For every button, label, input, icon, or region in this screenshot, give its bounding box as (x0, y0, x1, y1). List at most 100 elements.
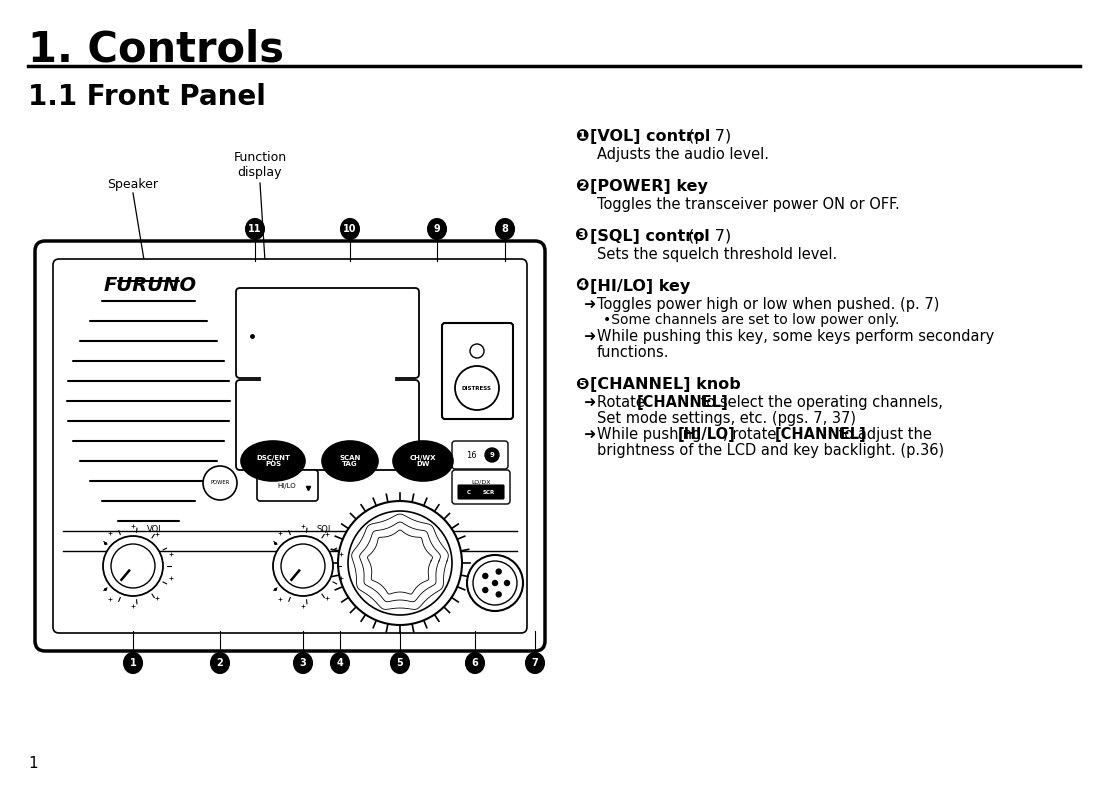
Text: VOL: VOL (146, 525, 164, 534)
Text: to adjust the: to adjust the (833, 427, 932, 442)
Circle shape (483, 573, 488, 578)
Circle shape (496, 592, 501, 597)
Text: 8: 8 (502, 224, 509, 234)
Text: functions.: functions. (596, 345, 669, 360)
Ellipse shape (294, 653, 312, 673)
Circle shape (338, 501, 462, 625)
Text: , rotate: , rotate (724, 427, 781, 442)
FancyBboxPatch shape (452, 470, 510, 504)
Text: POWER: POWER (211, 480, 229, 486)
Text: While pushing this key, some keys perform secondary: While pushing this key, some keys perfor… (596, 329, 994, 344)
Text: SQL: SQL (317, 525, 334, 534)
Text: 9: 9 (433, 224, 440, 234)
Text: 1: 1 (28, 756, 38, 771)
Text: [CHANNEL]: [CHANNEL] (774, 427, 866, 442)
Circle shape (348, 511, 452, 615)
Text: 3: 3 (299, 658, 307, 668)
Ellipse shape (496, 219, 514, 239)
Text: 9: 9 (490, 452, 494, 458)
Ellipse shape (391, 653, 409, 673)
Ellipse shape (322, 441, 378, 481)
Text: DSC/ENT: DSC/ENT (256, 455, 290, 460)
Text: 10: 10 (343, 224, 357, 234)
FancyBboxPatch shape (236, 288, 419, 378)
FancyBboxPatch shape (35, 241, 545, 651)
Ellipse shape (211, 653, 229, 673)
Text: [SQL] control: [SQL] control (589, 229, 710, 244)
Text: ❷: ❷ (575, 179, 588, 194)
Text: While pushing: While pushing (596, 427, 706, 442)
Text: SCAN: SCAN (339, 455, 361, 460)
Ellipse shape (331, 653, 349, 673)
FancyBboxPatch shape (442, 323, 513, 419)
Circle shape (455, 366, 499, 410)
Text: (p. 7): (p. 7) (683, 129, 731, 144)
Ellipse shape (428, 219, 447, 239)
Text: TAG: TAG (342, 461, 358, 467)
Ellipse shape (341, 219, 359, 239)
Text: ➜: ➜ (583, 329, 595, 344)
Text: DISTRESS: DISTRESS (462, 385, 492, 391)
Text: POS: POS (265, 461, 281, 467)
Text: 7: 7 (532, 658, 538, 668)
Text: ➜: ➜ (583, 297, 595, 312)
Text: Speaker: Speaker (107, 178, 158, 191)
Text: 16: 16 (465, 451, 476, 460)
Text: SCR: SCR (483, 490, 495, 494)
Circle shape (111, 544, 155, 588)
Text: DW: DW (417, 461, 430, 467)
Text: [HI/LO]: [HI/LO] (677, 427, 736, 442)
Text: brightness of the LCD and key backlight. (p.36): brightness of the LCD and key backlight.… (596, 443, 944, 458)
Circle shape (496, 569, 501, 574)
Ellipse shape (124, 653, 142, 673)
Text: ➜: ➜ (583, 395, 595, 410)
Ellipse shape (242, 441, 305, 481)
Text: Set mode settings, etc. (pgs. 7, 37): Set mode settings, etc. (pgs. 7, 37) (596, 411, 855, 426)
Circle shape (483, 588, 488, 592)
Text: to select the operating channels,: to select the operating channels, (696, 395, 943, 410)
Text: Toggles the transceiver power ON or OFF.: Toggles the transceiver power ON or OFF. (597, 197, 900, 212)
Ellipse shape (526, 653, 544, 673)
Text: 5: 5 (397, 658, 403, 668)
Text: [HI/LO] key: [HI/LO] key (589, 279, 690, 294)
Text: Adjusts the audio level.: Adjusts the audio level. (597, 147, 769, 162)
Circle shape (473, 561, 517, 605)
Text: HI/LO: HI/LO (278, 483, 296, 489)
Text: Rotate: Rotate (596, 395, 649, 410)
Text: ➜: ➜ (583, 427, 595, 442)
FancyBboxPatch shape (236, 380, 419, 470)
FancyBboxPatch shape (257, 470, 318, 501)
Text: [VOL] control: [VOL] control (589, 129, 710, 144)
Circle shape (203, 466, 237, 500)
Text: Sets the squelch threshold level.: Sets the squelch threshold level. (597, 247, 838, 262)
Text: 1. Controls: 1. Controls (28, 29, 284, 71)
Text: 11: 11 (248, 224, 261, 234)
Text: FURUNO: FURUNO (103, 276, 196, 295)
Text: [CHANNEL] knob: [CHANNEL] knob (589, 377, 741, 392)
Text: ❹: ❹ (575, 279, 588, 294)
Circle shape (485, 448, 499, 462)
Circle shape (273, 536, 334, 596)
Text: ❶: ❶ (575, 129, 588, 144)
FancyBboxPatch shape (452, 441, 507, 469)
Text: (p. 7): (p. 7) (683, 229, 731, 244)
Text: ❸: ❸ (575, 229, 588, 244)
Ellipse shape (393, 441, 453, 481)
Text: 6: 6 (472, 658, 479, 668)
Text: LO/DX: LO/DX (471, 479, 491, 485)
Text: [CHANNEL]: [CHANNEL] (637, 395, 729, 410)
Ellipse shape (246, 219, 264, 239)
Text: ❺: ❺ (575, 377, 588, 392)
Text: 1: 1 (130, 658, 136, 668)
Circle shape (470, 344, 484, 358)
FancyBboxPatch shape (53, 259, 527, 633)
Text: 1.1 Front Panel: 1.1 Front Panel (28, 83, 266, 111)
Text: 4: 4 (337, 658, 343, 668)
Text: Function
display: Function display (234, 151, 287, 179)
Circle shape (103, 536, 163, 596)
Text: C: C (466, 490, 471, 494)
Circle shape (504, 581, 510, 585)
Text: 2: 2 (217, 658, 224, 668)
Text: •Some channels are set to low power only.: •Some channels are set to low power only… (603, 313, 900, 327)
Text: Toggles power high or low when pushed. (p. 7): Toggles power high or low when pushed. (… (596, 297, 938, 312)
